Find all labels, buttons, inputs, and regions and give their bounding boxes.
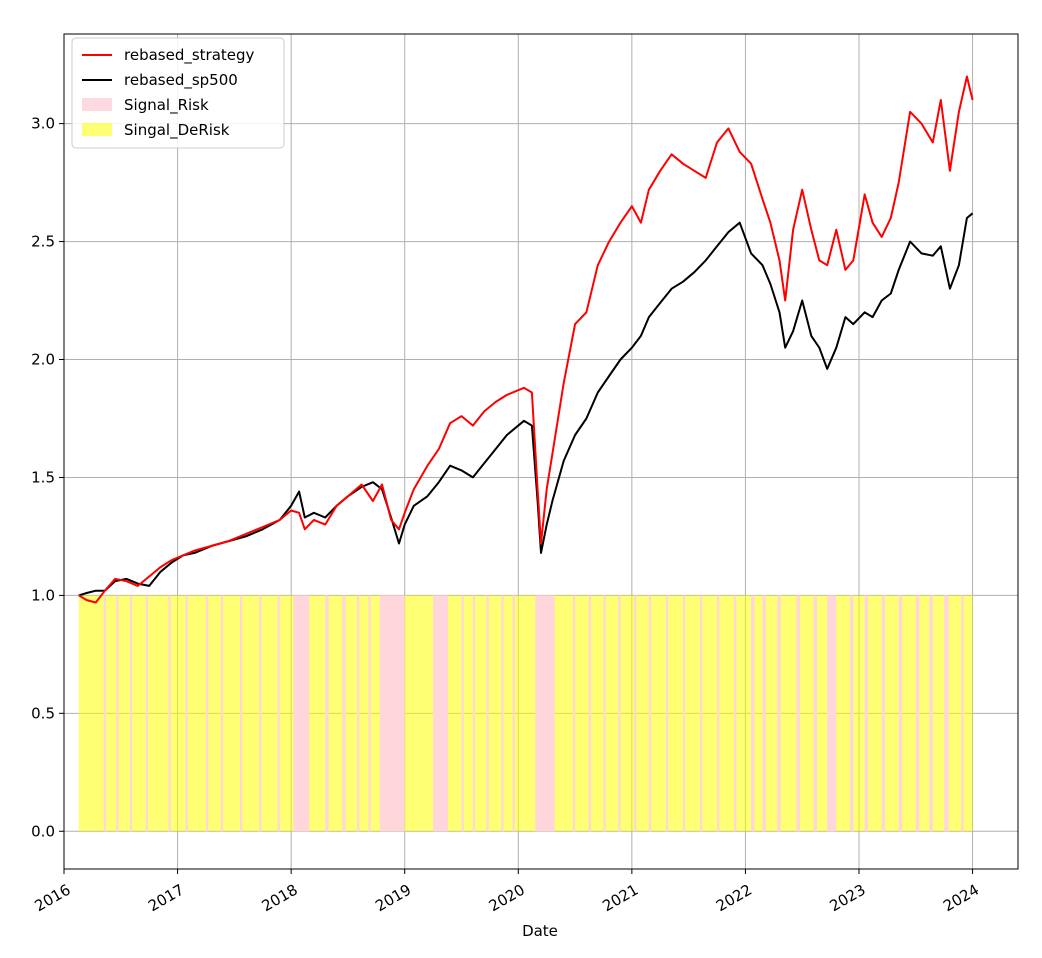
legend-swatch-Signal_Risk	[82, 98, 112, 111]
risk-region	[535, 595, 555, 832]
series-lines	[78, 75, 974, 604]
risk-region	[168, 595, 171, 832]
risk-region	[898, 595, 903, 832]
risk-region	[103, 595, 107, 832]
risk-region	[259, 595, 262, 832]
x-tick-label: 2017	[145, 881, 187, 916]
risk-region	[734, 595, 737, 832]
legend: rebased_strategy rebased_sp500 Signal_Risk…	[71, 37, 285, 149]
risk-region	[961, 595, 964, 832]
risk-region	[777, 595, 781, 832]
y-axis-ticks: 0.0 0.5 1.0 1.5 2.0 2.5 3.0	[31, 115, 64, 840]
y-tick-label: 0.0	[31, 822, 55, 840]
risk-region	[762, 595, 766, 832]
risk-region	[379, 595, 405, 832]
risk-region	[915, 595, 920, 832]
plot-frame	[63, 33, 1019, 870]
y-tick-label: 3.0	[31, 115, 55, 133]
risk-region	[849, 595, 854, 832]
risk-region	[944, 595, 949, 832]
risk-region	[682, 595, 686, 832]
y-tick-label: 2.5	[31, 233, 55, 251]
risk-region	[472, 595, 476, 832]
legend-label: Signal_Risk	[124, 96, 209, 115]
legend-box	[71, 37, 285, 149]
x-tick-label: 2021	[599, 881, 641, 916]
risk-region	[648, 595, 652, 832]
risk-region	[700, 595, 703, 832]
x-axis-label: Date	[522, 922, 558, 940]
risk-region	[185, 595, 188, 832]
risk-region	[717, 595, 720, 832]
risk-region	[220, 595, 223, 832]
risk-region	[512, 595, 515, 832]
risk-region	[116, 595, 119, 832]
risk-region	[277, 595, 280, 832]
risk-region	[827, 595, 837, 832]
x-tick-label: 2016	[32, 881, 74, 916]
y-tick-label: 2.0	[31, 351, 55, 369]
risk-region	[129, 595, 133, 832]
legend-label: rebased_sp500	[124, 71, 238, 90]
x-tick-label: 2024	[940, 881, 982, 916]
series-line-rebased_sp500	[78, 212, 974, 597]
y-tick-label: 1.0	[31, 586, 55, 604]
y-tick-label: 0.5	[31, 704, 55, 722]
legend-label: rebased_strategy	[124, 46, 255, 65]
risk-region	[501, 595, 504, 832]
risk-region	[240, 595, 243, 832]
risk-region	[572, 595, 576, 832]
risk-region	[665, 595, 669, 832]
risk-region	[634, 595, 637, 832]
risk-region	[486, 595, 489, 832]
x-tick-label: 2022	[713, 881, 755, 916]
risk-region	[325, 595, 329, 832]
risk-region	[145, 595, 149, 832]
risk-region	[357, 595, 360, 832]
risk-region	[368, 595, 371, 832]
y-tick-label: 1.5	[31, 468, 55, 486]
risk-region	[751, 595, 755, 832]
risk-region	[461, 595, 464, 832]
signal-regions	[78, 595, 973, 832]
x-tick-label: 2019	[372, 881, 414, 916]
x-tick-label: 2020	[486, 881, 528, 916]
risk-region	[618, 595, 621, 832]
risk-region	[813, 595, 817, 832]
series-line-rebased_strategy	[78, 75, 974, 604]
risk-region	[205, 595, 209, 832]
risk-region	[293, 595, 310, 832]
derisk-region	[78, 595, 973, 832]
risk-region	[881, 595, 886, 832]
risk-region	[342, 595, 346, 832]
x-tick-label: 2018	[259, 881, 301, 916]
risk-region	[603, 595, 606, 832]
risk-region	[588, 595, 591, 832]
risk-region	[796, 595, 800, 832]
x-tick-label: 2023	[827, 881, 869, 916]
legend-swatch-Singal_DeRisk	[82, 123, 112, 136]
risk-region	[929, 595, 933, 832]
x-axis-ticks: 2016 2017 2018 2019 2020 2021 2022 2023 2024	[32, 869, 982, 916]
risk-region	[864, 595, 869, 832]
legend-label: Singal_DeRisk	[124, 121, 230, 140]
risk-region	[433, 595, 448, 832]
